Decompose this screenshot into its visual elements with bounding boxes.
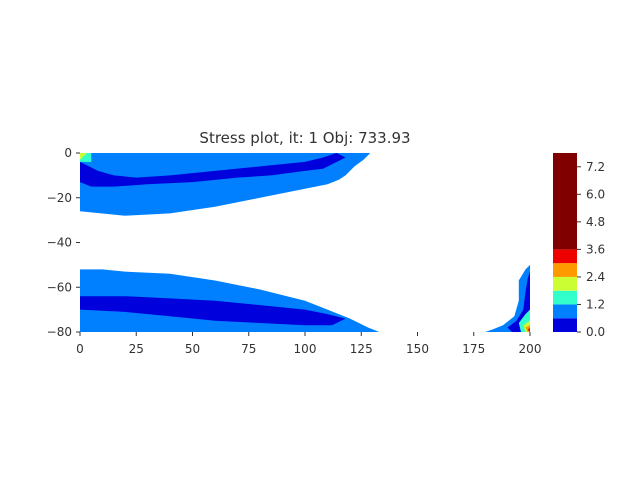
colorbar-tick-label-3: 3.6: [586, 242, 605, 256]
colorbar-tick-label-1: 1.2: [586, 297, 605, 311]
y-tick-label-4: −80: [47, 325, 72, 339]
stress-region-3: [80, 153, 87, 160]
colorbar-level-2: [553, 290, 577, 305]
stress-region-5: [80, 296, 346, 326]
y-tick-label-0: 0: [64, 146, 72, 160]
x-tick-label-4: 100: [294, 342, 317, 356]
colorbar-tick-label-2: 2.4: [586, 270, 605, 284]
x-axis-ticks: 0 25 50 75 100 125 150 175 200: [76, 332, 541, 356]
stress-region-6: [485, 264, 530, 332]
colorbar-tick-label-5: 6.0: [586, 187, 605, 201]
colorbar-level-6: [553, 153, 577, 250]
y-tick-label-2: −40: [47, 236, 72, 250]
colorbar-tick-label-4: 4.8: [586, 215, 605, 229]
plot-area: [80, 153, 530, 332]
colorbar-level-0: [553, 318, 577, 332]
colorbar-tick-label-6: 7.2: [586, 160, 605, 174]
x-tick-label-8: 200: [519, 342, 542, 356]
stress-region-11: [527, 327, 530, 332]
colorbar-level-3: [553, 276, 577, 291]
colorbar: 0.0 1.2 2.4 3.6 4.8 6.0 7.2: [553, 153, 605, 339]
x-tick-label-2: 50: [185, 342, 200, 356]
x-tick-label-5: 125: [350, 342, 373, 356]
y-tick-label-3: −60: [47, 280, 72, 294]
chart-title: Stress plot, it: 1 Obj: 733.93: [199, 129, 410, 147]
x-tick-label-1: 25: [129, 342, 144, 356]
stress-region-1: [80, 153, 346, 187]
y-axis-ticks: 0 −20 −40 −60 −80: [47, 146, 80, 339]
x-tick-label-6: 150: [406, 342, 429, 356]
y-tick-label-1: −20: [47, 191, 72, 205]
x-tick-label-7: 175: [462, 342, 485, 356]
colorbar-tick-label-0: 0.0: [586, 325, 605, 339]
x-tick-label-0: 0: [76, 342, 84, 356]
colorbar-level-1: [553, 304, 577, 319]
x-tick-label-3: 75: [241, 342, 256, 356]
colorbar-level-4: [553, 263, 577, 277]
colorbar-level-5: [553, 249, 577, 264]
